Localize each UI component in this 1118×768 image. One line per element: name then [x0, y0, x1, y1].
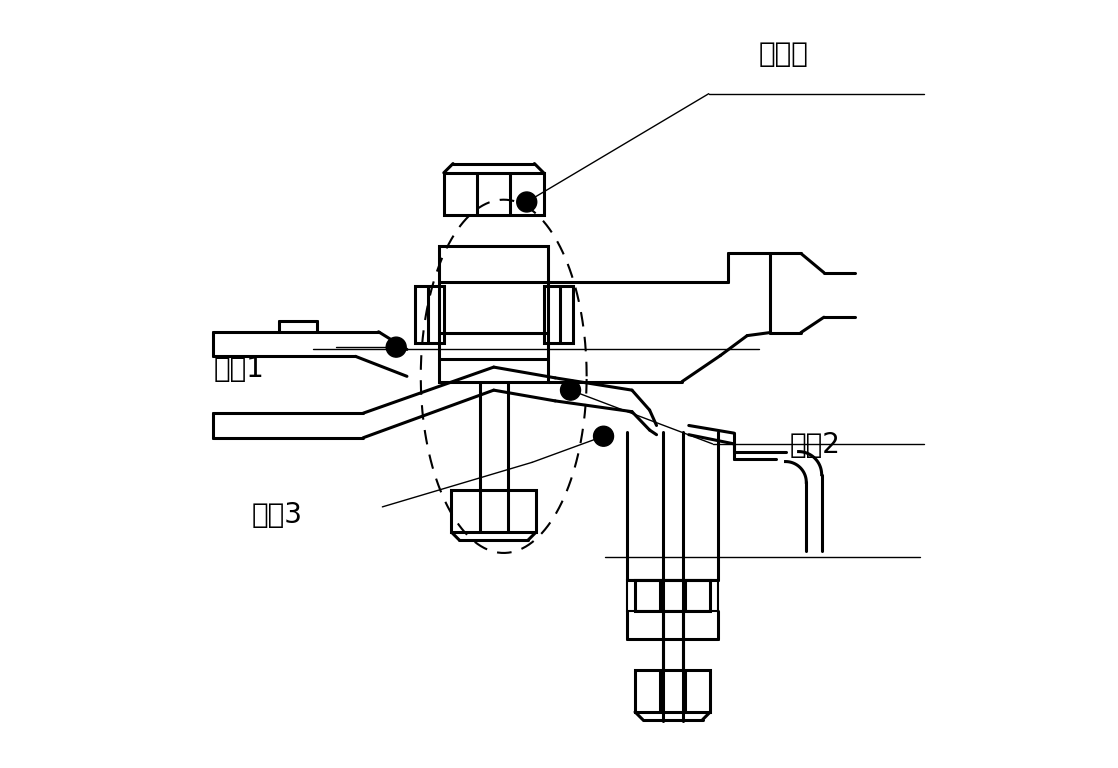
Text: 部件2: 部件2 [789, 432, 841, 459]
Bar [444, 173, 543, 215]
Bar [635, 670, 710, 712]
Circle shape [594, 426, 614, 446]
Bar [627, 580, 718, 611]
Bar [415, 286, 444, 343]
Text: 部件1: 部件1 [214, 355, 264, 382]
Bar [543, 286, 572, 343]
Text: 设计域: 设计域 [759, 40, 808, 68]
Circle shape [560, 380, 580, 400]
Circle shape [386, 337, 406, 357]
Circle shape [517, 192, 537, 212]
Bar [452, 490, 536, 532]
Bar [635, 580, 710, 611]
Bar [439, 246, 548, 382]
Text: 部件3: 部件3 [252, 501, 303, 528]
